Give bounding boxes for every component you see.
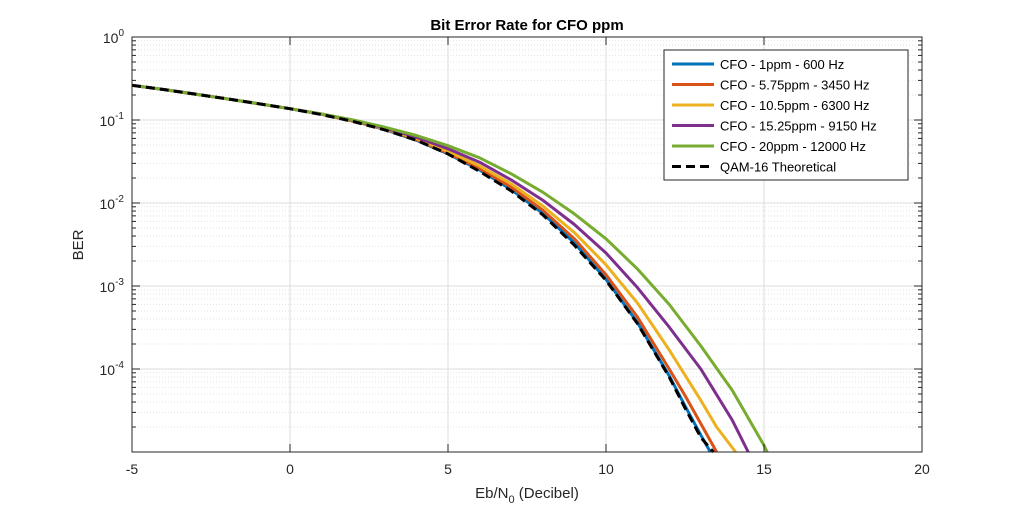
y-tick-label: 10-4 [100,360,125,378]
x-tick-label: 10 [598,461,614,477]
legend-label-4: CFO - 15.25ppm - 9150 Hz [720,119,877,134]
y-tick-exponent: -4 [115,360,124,371]
y-tick-base: 10 [100,362,116,378]
y-axis-label: BER [70,229,87,260]
y-tick-exponent: -1 [115,111,124,122]
plot-frame [131,36,923,453]
x-axis-label: Eb/N0 (Decibel) [475,485,579,506]
y-tick-label: 100 [103,28,125,46]
legend-label-2: CFO - 5.75ppm - 3450 Hz [720,78,870,93]
series-line-5 [131,83,769,453]
y-tick-base: 10 [100,279,116,295]
y-tick-exponent: -2 [115,194,124,205]
legend-label-5: CFO - 20ppm - 12000 Hz [720,139,866,154]
legend: CFO - 1ppm - 600 Hz CFO - 5.75ppm - 3450 … [663,49,909,181]
legend-label-3: CFO - 10.5ppm - 6300 Hz [720,98,870,113]
series-lines [131,83,769,453]
x-tick-label: 5 [444,461,452,477]
x-axis-label-main: Eb/N [475,485,508,502]
legend-label-1: CFO - 1ppm - 600 Hz [720,57,844,72]
x-tick-label: 0 [286,461,294,477]
x-axis-label-suffix: (Decibel) [515,485,579,502]
y-tick-exponent: -3 [115,277,124,288]
series-line-6 [131,83,715,453]
y-tick-label: 10-2 [100,194,125,212]
x-tick-label: 20 [914,461,930,477]
y-tick-label: 10-1 [100,111,125,129]
x-tick-label: 15 [756,461,772,477]
y-tick-base: 10 [100,113,116,129]
legend-box [663,49,909,181]
y-tick-exponent: 0 [118,28,124,39]
x-axis-label-subscript: 0 [509,494,515,506]
y-tick-label: 10-3 [100,277,125,295]
y-tick-base: 10 [100,196,116,212]
legend-label-6: QAM-16 Theoretical [720,160,836,175]
y-tick-base: 10 [103,30,119,46]
chart-title: Bit Error Rate for CFO ppm [430,17,623,34]
x-tick-label: -5 [126,461,139,477]
